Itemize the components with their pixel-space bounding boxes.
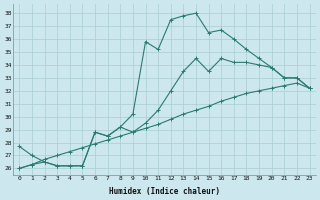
- X-axis label: Humidex (Indice chaleur): Humidex (Indice chaleur): [109, 187, 220, 196]
